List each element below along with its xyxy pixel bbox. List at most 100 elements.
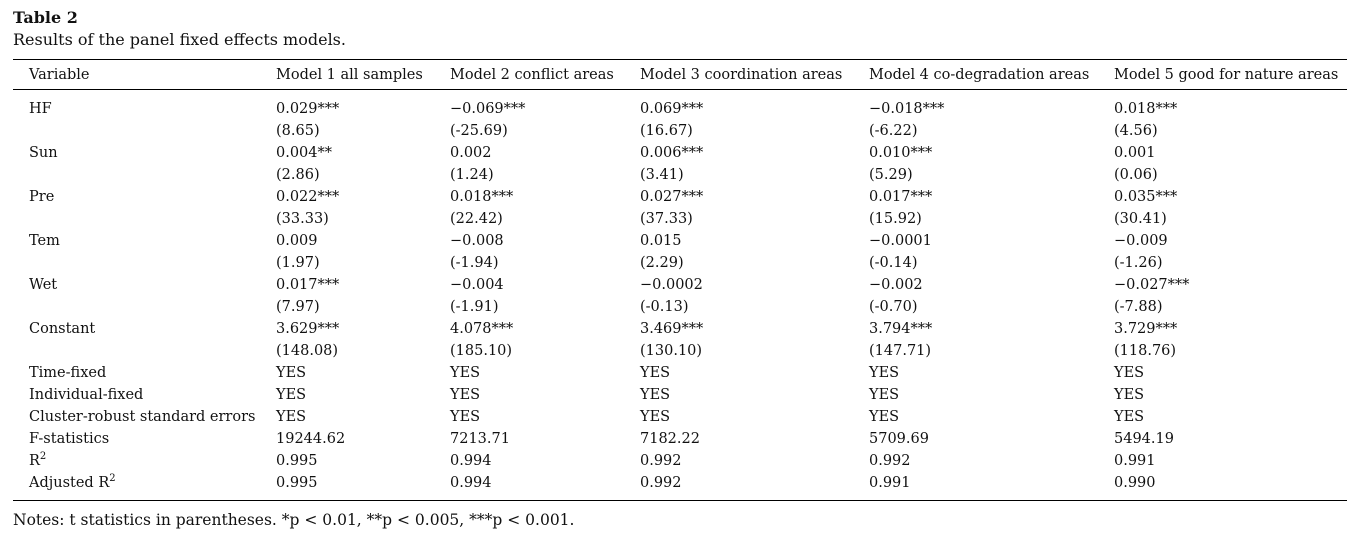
table-cell: −0.018*** — [869, 101, 945, 117]
table-cell: 0.010*** — [869, 145, 933, 161]
row-label: Sun — [29, 145, 58, 161]
table-cell: (-1.26) — [1114, 255, 1163, 271]
row-label — [13, 296, 260, 318]
table-cell: 0.992 — [640, 475, 682, 491]
table-row: (33.33) (22.42) (37.33) (15.92) (30.41) — [13, 208, 1347, 230]
table-row: Cluster-robust standard errors YES YES YES Y… — [13, 406, 1347, 428]
table-cell: 0.029*** — [276, 101, 340, 117]
superscript-two: 2 — [39, 451, 47, 463]
table-cell: 4.078*** — [450, 321, 514, 337]
header-model-5: Model 5 good for nature areas — [1114, 67, 1339, 83]
row-label-text: Adjusted R — [29, 475, 110, 491]
table-row: F-statistics 19244.62 7213.71 7182.22 5709.6… — [13, 428, 1347, 450]
table-cell: 0.017*** — [869, 189, 933, 205]
top-rule — [13, 59, 1347, 60]
table-cell: −0.008 — [450, 233, 504, 249]
row-label — [13, 120, 260, 142]
table-cell: 0.995 — [276, 475, 318, 491]
table-cell: (185.10) — [450, 343, 513, 359]
table-cell: (1.97) — [276, 255, 320, 271]
table-cell: 0.001 — [1114, 145, 1156, 161]
table-row: Tem 0.009 −0.008 0.015 −0.0001 −0.009 — [13, 230, 1347, 252]
table-cell: (22.42) — [450, 211, 503, 227]
table-cell: YES — [1114, 387, 1145, 403]
table-cell: 0.009 — [276, 233, 318, 249]
row-label: Cluster-robust standard errors — [29, 409, 256, 425]
table-cell: YES — [1114, 409, 1145, 425]
table-cell: −0.069*** — [450, 101, 526, 117]
table-cell: (148.08) — [276, 343, 339, 359]
table-cell: −0.0001 — [869, 233, 932, 249]
table-row: Constant 3.629*** 4.078*** 3.469*** 3.794***… — [13, 318, 1347, 340]
table-cell: 0.992 — [869, 453, 911, 469]
table-notes: Notes: t statistics in parentheses. *p <… — [13, 511, 575, 529]
table-cell: 0.992 — [640, 453, 682, 469]
row-label — [13, 164, 260, 186]
row-label — [13, 340, 260, 362]
table-cell: YES — [276, 365, 307, 381]
header-model-3: Model 3 coordination areas — [640, 67, 843, 83]
row-label: Time-fixed — [29, 365, 107, 381]
table-row: Sun 0.004** 0.002 0.006*** 0.010*** 0.001 — [13, 142, 1347, 164]
table-cell: (3.41) — [640, 167, 684, 183]
table-cell: 0.027*** — [640, 189, 704, 205]
table-row: (148.08) (185.10) (130.10) (147.71) (118.76) — [13, 340, 1347, 362]
row-label: Constant — [29, 321, 96, 337]
row-label: R2 — [13, 450, 260, 472]
table-cell: 0.035*** — [1114, 189, 1178, 205]
table-cell: (-0.14) — [869, 255, 918, 271]
table-row: (7.97) (-1.91) (-0.13) (-0.70) (-7.88) — [13, 296, 1347, 318]
row-label — [13, 252, 260, 274]
table-row: Time-fixed YES YES YES YES YES — [13, 362, 1347, 384]
table-cell: 0.015 — [640, 233, 682, 249]
table-row: HF 0.029*** −0.069*** 0.069*** −0.018*** 0.01… — [13, 98, 1347, 120]
row-label: F-statistics — [29, 431, 110, 447]
header-rule — [13, 89, 1347, 90]
table-cell: 0.991 — [869, 475, 911, 491]
header-variable: Variable — [29, 67, 90, 83]
table-caption: Results of the panel fixed effects model… — [13, 30, 346, 49]
table-cell: 0.022*** — [276, 189, 340, 205]
table-cell: 0.991 — [1114, 453, 1156, 469]
table-container: Table 2 Results of the panel fixed effec… — [13, 8, 1347, 530]
header-model-1: Model 1 all samples — [276, 67, 423, 83]
table-cell: YES — [450, 365, 481, 381]
table-cell: 0.994 — [450, 453, 492, 469]
table-row: (8.65) (-25.69) (16.67) (-6.22) (4.56) — [13, 120, 1347, 142]
table-cell: (-0.13) — [640, 299, 689, 315]
table-cell: −0.027*** — [1114, 277, 1190, 293]
table-cell: (1.24) — [450, 167, 494, 183]
table-cell: (4.56) — [1114, 123, 1158, 139]
table-cell: 3.794*** — [869, 321, 933, 337]
table-row: Wet 0.017*** −0.004 −0.0002 −0.002 −0.027*** — [13, 274, 1347, 296]
row-label: HF — [29, 101, 52, 117]
table-cell: (-6.22) — [869, 123, 918, 139]
table-cell: (-0.70) — [869, 299, 918, 315]
table-cell: (7.97) — [276, 299, 320, 315]
table-cell: −0.004 — [450, 277, 504, 293]
header-model-2: Model 2 conflict areas — [450, 67, 614, 83]
bottom-rule — [13, 500, 1347, 501]
table-row: (1.97) (-1.94) (2.29) (-0.14) (-1.26) — [13, 252, 1347, 274]
table-cell: YES — [869, 365, 900, 381]
table-cell: YES — [450, 387, 481, 403]
table-cell: (2.86) — [276, 167, 320, 183]
row-label-text: R — [29, 453, 40, 469]
table-cell: (5.29) — [869, 167, 913, 183]
table-row: R2 0.995 0.994 0.992 0.992 0.991 — [13, 450, 1347, 472]
table-title: Table 2 — [13, 8, 78, 27]
table-cell: −0.002 — [869, 277, 923, 293]
table-cell: 3.629*** — [276, 321, 340, 337]
table-cell: 0.994 — [450, 475, 492, 491]
table-cell: 0.017*** — [276, 277, 340, 293]
table-cell: −0.009 — [1114, 233, 1168, 249]
table-cell: YES — [640, 387, 671, 403]
table-row: Individual-fixed YES YES YES YES YES — [13, 384, 1347, 406]
table-cell: (8.65) — [276, 123, 320, 139]
table-cell: YES — [640, 365, 671, 381]
table-cell: 7182.22 — [640, 431, 700, 447]
table-row: (2.86) (1.24) (3.41) (5.29) (0.06) — [13, 164, 1347, 186]
superscript-two: 2 — [109, 473, 116, 485]
row-label: Pre — [29, 189, 55, 205]
table-cell: YES — [640, 409, 671, 425]
